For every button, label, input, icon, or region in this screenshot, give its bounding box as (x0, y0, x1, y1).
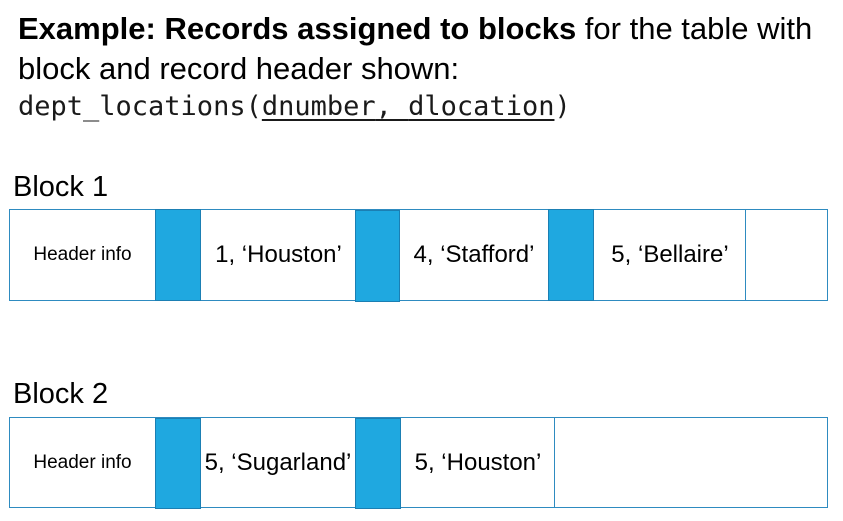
free-space-divider (554, 418, 555, 507)
record-header-marker (355, 418, 401, 509)
block-1-record-1: 1, ‘Houston’ (215, 241, 342, 268)
block-2-label: Block 2 (13, 378, 109, 410)
block-2-record-2: 5, ‘Houston’ (414, 448, 542, 476)
block-1-record-3: 5, ‘Bellaire’ (611, 241, 729, 268)
table-schema: dept_locations(dnumber, dlocation) (18, 89, 571, 125)
block-2: Header info 5, ‘Sugarland’ 5, ‘Houston’ (9, 417, 828, 509)
block-2-record-1: 5, ‘Sugarland’ (204, 448, 352, 476)
schema-separator: , (375, 91, 409, 122)
title-bold: Example: Records assigned to blocks (18, 11, 577, 46)
schema-attr-dnumber: dnumber (261, 91, 376, 122)
record-header-marker (548, 209, 594, 301)
block-1-label: Block 1 (13, 171, 109, 203)
schema-attr-dlocation: dlocation (408, 91, 555, 122)
free-space-divider (745, 210, 746, 300)
record-header-marker (355, 210, 400, 302)
block-1-record-2: 4, ‘Stafford’ (413, 241, 535, 268)
schema-close-paren: ) (554, 91, 571, 122)
slide-title: Example: Records assigned to blocks for … (18, 9, 818, 89)
record-header-marker (155, 209, 201, 301)
schema-table-name: dept_locations( (18, 91, 262, 122)
block-2-header-info: Header info (33, 451, 132, 473)
record-header-marker (155, 418, 201, 509)
schema-key-attributes: dnumber, dlocation (262, 91, 555, 122)
block-1: Header info 1, ‘Houston’ 4, ‘Stafford’ 5… (9, 209, 828, 302)
block-1-header-info: Header info (33, 244, 132, 265)
title-rest: for the table with block and record head… (18, 11, 813, 86)
